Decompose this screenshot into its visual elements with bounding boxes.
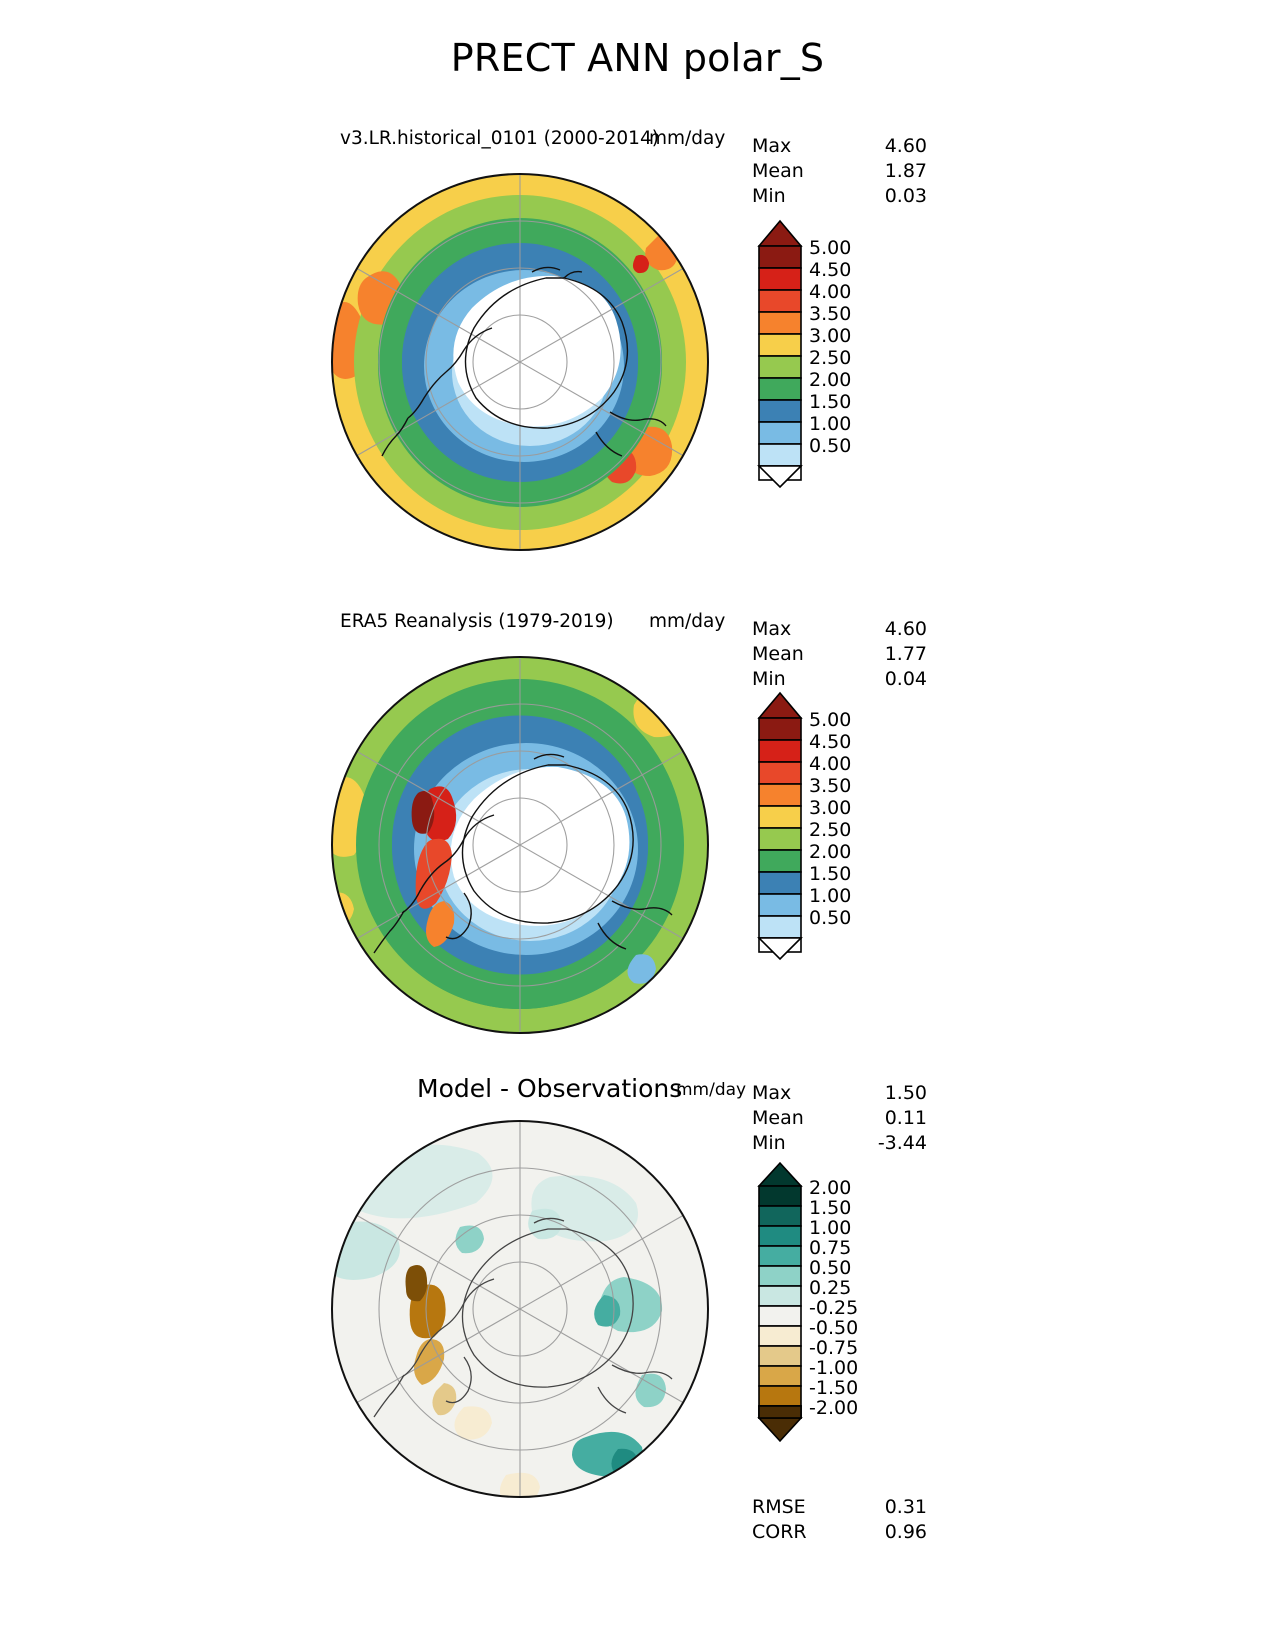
colorbar-tick: 0.25 bbox=[809, 1277, 852, 1299]
stat-label: Min bbox=[752, 668, 786, 690]
panel-title-reference: ERA5 Reanalysis (1979-2019) bbox=[340, 611, 614, 632]
polar-map-test bbox=[318, 160, 722, 564]
stats-reference: Max 4.60 Mean 1.77 Min 0.04 bbox=[752, 617, 927, 692]
stat-label: Min bbox=[752, 185, 786, 207]
colorbar-swatches bbox=[757, 691, 803, 961]
colorbar-tick: 2.50 bbox=[809, 819, 852, 841]
metric-row: RMSE 0.31 bbox=[752, 1495, 927, 1520]
colorbar-tick: 0.50 bbox=[809, 907, 852, 929]
colorbar-tick: 1.50 bbox=[809, 391, 852, 413]
panel-title-test: v3.LR.historical_0101 (2000-2014) bbox=[340, 128, 659, 149]
stat-row: Max 4.60 bbox=[752, 134, 927, 159]
panel-title-difference: Model - Observations bbox=[417, 1074, 683, 1103]
colorbar-tick: 1.00 bbox=[809, 1217, 852, 1239]
panel-units-difference: mm/day bbox=[676, 1080, 747, 1100]
stat-row: Mean 1.77 bbox=[752, 642, 927, 667]
colorbar-tick: -0.75 bbox=[809, 1337, 859, 1359]
colorbar-tick: -0.50 bbox=[809, 1317, 859, 1339]
colorbar-tick: 4.00 bbox=[809, 281, 852, 303]
stat-value: 0.04 bbox=[884, 668, 927, 690]
polar-stereographic-plot bbox=[331, 173, 709, 551]
colorbar-tick: 1.50 bbox=[809, 1197, 852, 1219]
colorbar-tick-labels: 5.00 4.50 4.00 3.50 3.00 2.50 2.00 1.50 … bbox=[809, 218, 895, 490]
stat-label: Max bbox=[752, 135, 792, 157]
polar-map-difference bbox=[318, 1107, 722, 1511]
colorbar-tick: -1.50 bbox=[809, 1377, 859, 1399]
footer-metrics: RMSE 0.31 CORR 0.96 bbox=[752, 1495, 927, 1545]
stat-row: Min -3.44 bbox=[752, 1131, 927, 1156]
colorbar-tick: -0.25 bbox=[809, 1297, 859, 1319]
stat-row: Min 0.04 bbox=[752, 667, 927, 692]
stat-value: 0.11 bbox=[884, 1107, 927, 1129]
stat-label: Max bbox=[752, 1082, 792, 1104]
colorbar-tick: 3.50 bbox=[809, 775, 852, 797]
panel-units-test: mm/day bbox=[649, 128, 726, 149]
colorbar-reference: 5.00 4.50 4.00 3.50 3.00 2.50 2.00 1.50 … bbox=[757, 690, 851, 962]
stat-row: Max 4.60 bbox=[752, 617, 927, 642]
metric-row: CORR 0.96 bbox=[752, 1520, 927, 1545]
colorbar-tick-labels: 2.00 1.50 1.00 0.75 0.50 0.25 -0.25 -0.5… bbox=[809, 1160, 899, 1444]
colorbar-tick: 1.00 bbox=[809, 413, 852, 435]
stat-row: Min 0.03 bbox=[752, 184, 927, 209]
stats-test: Max 4.60 Mean 1.87 Min 0.03 bbox=[752, 134, 927, 209]
stat-row: Max 1.50 bbox=[752, 1081, 927, 1106]
metric-label: CORR bbox=[752, 1521, 807, 1543]
colorbar-tick: 0.50 bbox=[809, 1257, 852, 1279]
colorbar-tick: 0.50 bbox=[809, 435, 852, 457]
stats-difference: Max 1.50 Mean 0.11 Min -3.44 bbox=[752, 1081, 927, 1156]
figure-title: PRECT ANN polar_S bbox=[450, 36, 825, 80]
stat-value: 4.60 bbox=[884, 618, 927, 640]
colorbar-tick-labels: 5.00 4.50 4.00 3.50 3.00 2.50 2.00 1.50 … bbox=[809, 690, 895, 962]
stat-label: Min bbox=[752, 1132, 786, 1154]
colorbar-test: 5.00 4.50 4.00 3.50 3.00 2.50 2.00 1.50 … bbox=[757, 218, 851, 490]
stat-label: Mean bbox=[752, 643, 804, 665]
polar-map-reference bbox=[318, 643, 722, 1047]
metric-value: 0.31 bbox=[884, 1496, 927, 1518]
colorbar-tick: 3.00 bbox=[809, 325, 852, 347]
polar-stereographic-plot bbox=[331, 656, 709, 1034]
stat-label: Mean bbox=[752, 1107, 804, 1129]
colorbar-tick: -1.00 bbox=[809, 1357, 859, 1379]
colorbar-tick: 5.00 bbox=[809, 237, 852, 259]
stat-row: Mean 1.87 bbox=[752, 159, 927, 184]
colorbar-swatches bbox=[757, 219, 803, 489]
stat-label: Mean bbox=[752, 160, 804, 182]
polar-stereographic-plot bbox=[331, 1120, 709, 1498]
colorbar-tick: 3.00 bbox=[809, 797, 852, 819]
stat-row: Mean 0.11 bbox=[752, 1106, 927, 1131]
stat-value: 1.77 bbox=[884, 643, 927, 665]
colorbar-tick: 4.50 bbox=[809, 731, 852, 753]
colorbar-tick: 0.75 bbox=[809, 1237, 852, 1259]
colorbar-tick: 4.00 bbox=[809, 753, 852, 775]
colorbar-tick: 5.00 bbox=[809, 709, 852, 731]
colorbar-tick: 1.00 bbox=[809, 885, 852, 907]
colorbar-swatches bbox=[757, 1161, 803, 1443]
panel-units-reference: mm/day bbox=[649, 611, 726, 632]
stat-label: Max bbox=[752, 618, 792, 640]
colorbar-tick: 3.50 bbox=[809, 303, 852, 325]
colorbar-tick: 2.00 bbox=[809, 841, 852, 863]
stat-value: 1.87 bbox=[884, 160, 927, 182]
colorbar-tick: -2.00 bbox=[809, 1397, 859, 1419]
colorbar-tick: 2.50 bbox=[809, 347, 852, 369]
colorbar-tick: 4.50 bbox=[809, 259, 852, 281]
colorbar-difference: 2.00 1.50 1.00 0.75 0.50 0.25 -0.25 -0.5… bbox=[757, 1160, 858, 1444]
metric-label: RMSE bbox=[752, 1496, 806, 1518]
stat-value: 1.50 bbox=[884, 1082, 927, 1104]
stat-value: 4.60 bbox=[884, 135, 927, 157]
stat-value: 0.03 bbox=[884, 185, 927, 207]
metric-value: 0.96 bbox=[884, 1521, 927, 1543]
stat-value: -3.44 bbox=[877, 1132, 927, 1154]
colorbar-tick: 2.00 bbox=[809, 1177, 852, 1199]
colorbar-tick: 1.50 bbox=[809, 863, 852, 885]
colorbar-tick: 2.00 bbox=[809, 369, 852, 391]
